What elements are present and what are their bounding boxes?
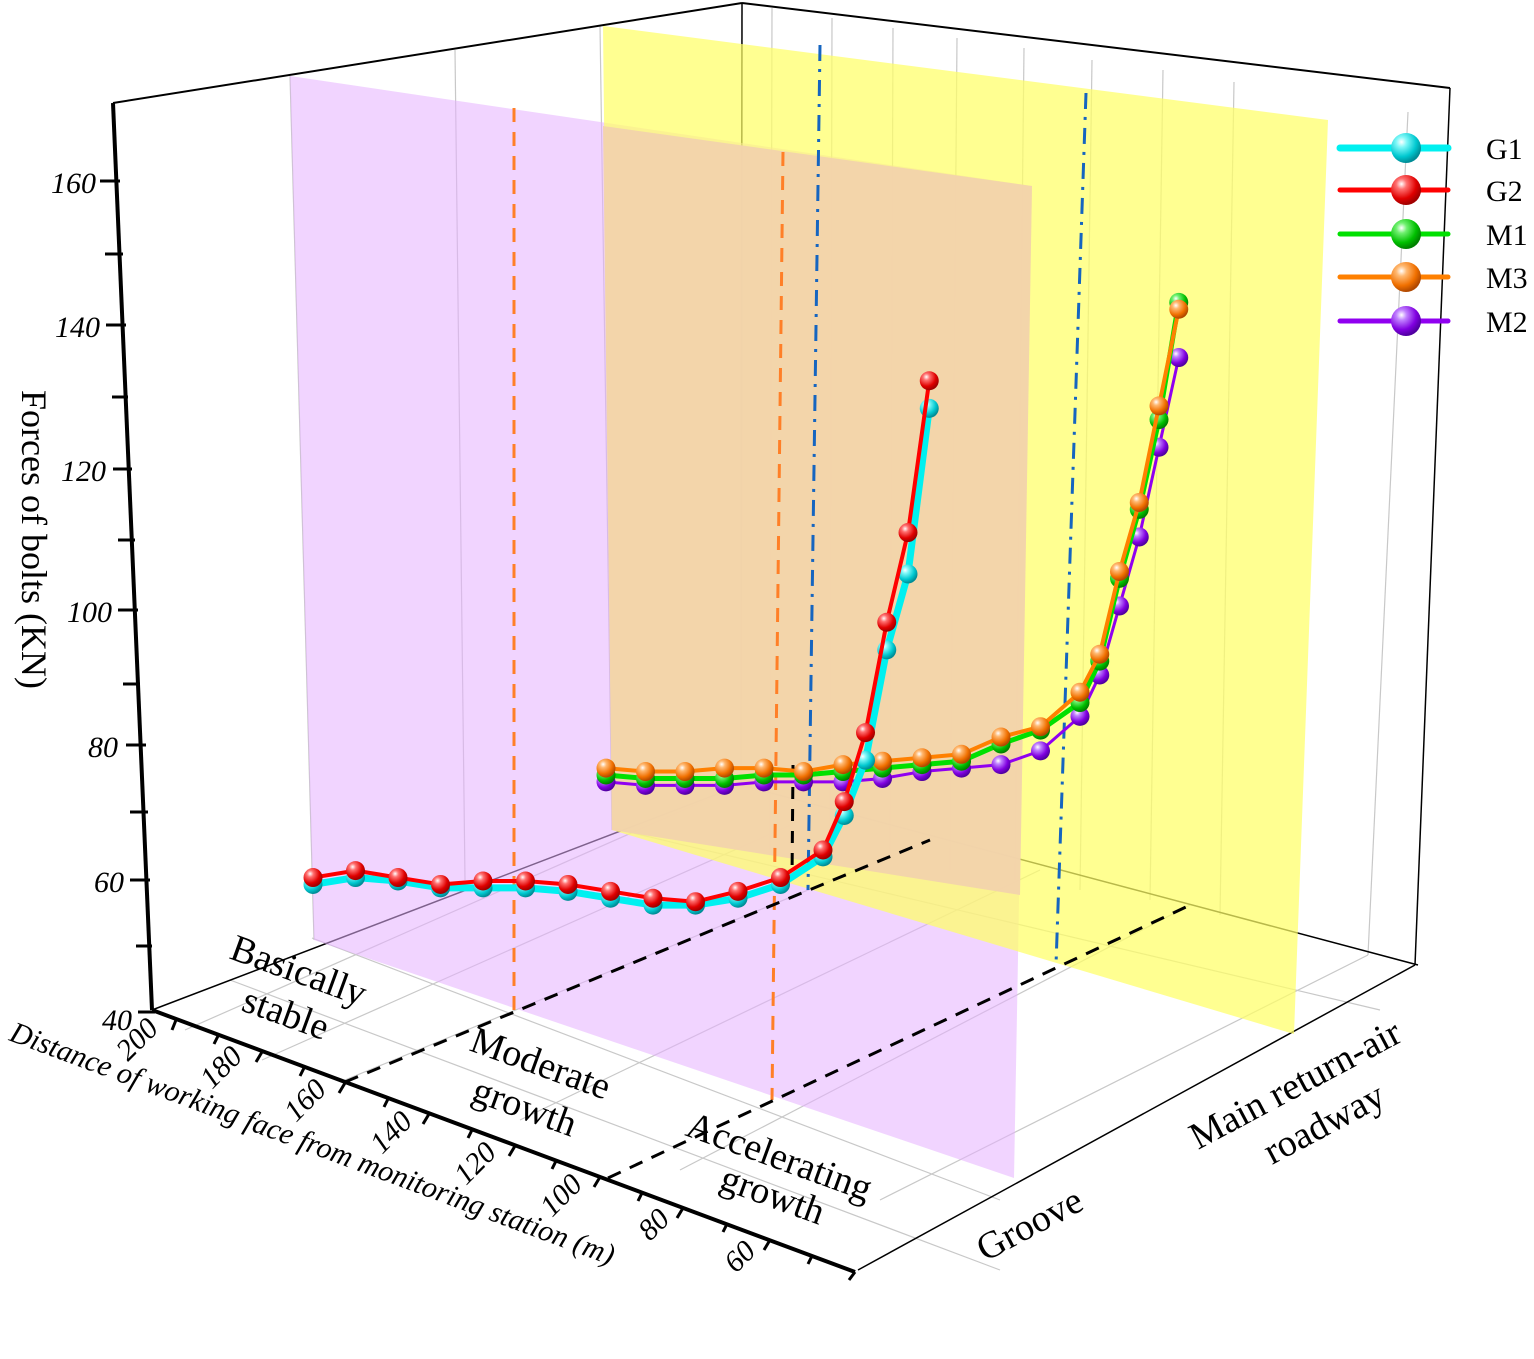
data-point-g2[interactable] bbox=[771, 868, 790, 888]
data-point-g2[interactable] bbox=[303, 868, 323, 888]
y-tick-60: 60 bbox=[94, 866, 124, 899]
x-tick-60: 60 bbox=[718, 1234, 763, 1279]
data-point-m2[interactable] bbox=[991, 755, 1011, 775]
data-point-g2[interactable] bbox=[473, 871, 493, 891]
data-point-g2[interactable] bbox=[686, 892, 705, 912]
data-point-g1[interactable] bbox=[856, 750, 875, 770]
legend-label-m2: M2 bbox=[1486, 306, 1528, 339]
legend-item-m3[interactable]: M3 bbox=[1337, 262, 1528, 295]
legend-item-m1[interactable]: M1 bbox=[1337, 219, 1528, 252]
data-point-m2[interactable] bbox=[1031, 741, 1050, 761]
legend-label-g2: G2 bbox=[1486, 175, 1523, 208]
legend-marker-icon bbox=[1391, 219, 1421, 249]
data-point-m3[interactable] bbox=[833, 755, 853, 775]
floor-boundary-lines bbox=[344, 838, 1187, 1180]
legend-marker-icon bbox=[1391, 133, 1421, 163]
legend-label-g1: G1 bbox=[1486, 133, 1523, 166]
data-point-g2[interactable] bbox=[516, 871, 535, 891]
series-g2 bbox=[303, 371, 939, 912]
data-point-m2[interactable] bbox=[1169, 348, 1189, 368]
y-tick-120: 120 bbox=[61, 455, 106, 488]
series-m3 bbox=[596, 299, 1189, 782]
data-point-g2[interactable] bbox=[877, 612, 897, 632]
data-point-m3[interactable] bbox=[1169, 299, 1189, 319]
legend-marker-icon bbox=[1391, 262, 1421, 292]
y-axis-title: Forces of bolts (KN) bbox=[14, 390, 54, 689]
data-point-m3[interactable] bbox=[1129, 492, 1149, 512]
data-point-g2[interactable] bbox=[558, 874, 578, 894]
data-point-g2[interactable] bbox=[728, 881, 748, 901]
legend-marker-icon bbox=[1391, 306, 1421, 336]
y-tick-100: 100 bbox=[67, 596, 112, 629]
data-point-m3[interactable] bbox=[596, 758, 616, 778]
legend-item-m2[interactable]: M2 bbox=[1337, 306, 1528, 339]
stage-planes bbox=[290, 26, 1328, 1178]
data-point-g2[interactable] bbox=[601, 881, 620, 901]
data-point-m3[interactable] bbox=[1110, 561, 1129, 581]
data-point-m2[interactable] bbox=[1070, 706, 1090, 726]
boundary-lines bbox=[512, 44, 1088, 1101]
y-tick-80: 80 bbox=[88, 731, 118, 764]
data-point-m3[interactable] bbox=[675, 762, 695, 782]
legend-label-m1: M1 bbox=[1486, 219, 1528, 252]
data-point-m3[interactable] bbox=[1149, 396, 1169, 416]
data-point-m3[interactable] bbox=[873, 751, 892, 771]
data-point-m3[interactable] bbox=[794, 762, 813, 782]
legend-marker-icon bbox=[1391, 175, 1421, 205]
data-point-g2[interactable] bbox=[388, 868, 408, 888]
data-point-g2[interactable] bbox=[813, 840, 833, 860]
z-category-groove: Groove bbox=[970, 1179, 1090, 1270]
data-point-m3[interactable] bbox=[754, 758, 774, 778]
legend-item-g2[interactable]: G2 bbox=[1337, 175, 1523, 208]
data-point-m3[interactable] bbox=[1070, 682, 1090, 702]
legend-label-m3: M3 bbox=[1486, 262, 1528, 295]
data-point-g2[interactable] bbox=[431, 874, 450, 894]
data-point-m3[interactable] bbox=[991, 727, 1011, 747]
data-point-g2[interactable] bbox=[919, 371, 939, 391]
series-layer bbox=[303, 292, 1189, 915]
y-tick-160: 160 bbox=[51, 167, 96, 200]
data-point-g2[interactable] bbox=[898, 523, 918, 543]
data-point-m3[interactable] bbox=[715, 758, 734, 778]
data-point-m3[interactable] bbox=[952, 744, 971, 764]
y-axis: 160 140 120 100 80 60 40 Forces of bolts… bbox=[14, 102, 155, 1037]
plane-overlap bbox=[603, 126, 1032, 895]
legend: G1 G2 M1 M3 M2 bbox=[1336, 133, 1528, 339]
legend-item-g1[interactable]: G1 bbox=[1336, 133, 1523, 166]
data-point-g2[interactable] bbox=[856, 723, 875, 743]
data-point-m3[interactable] bbox=[1090, 644, 1110, 664]
data-point-g2[interactable] bbox=[834, 792, 854, 812]
z-axis: Groove Main return-air roadway bbox=[970, 1011, 1409, 1270]
y-tick-40: 40 bbox=[102, 1004, 132, 1037]
y-tick-140: 140 bbox=[55, 311, 100, 344]
data-point-g2[interactable] bbox=[346, 861, 365, 881]
data-point-m3[interactable] bbox=[636, 762, 655, 782]
data-point-m3[interactable] bbox=[912, 748, 932, 768]
data-point-g2[interactable] bbox=[643, 888, 663, 908]
data-point-m3[interactable] bbox=[1031, 717, 1050, 737]
data-point-g1[interactable] bbox=[898, 564, 918, 584]
x-tick-80: 80 bbox=[632, 1202, 677, 1247]
